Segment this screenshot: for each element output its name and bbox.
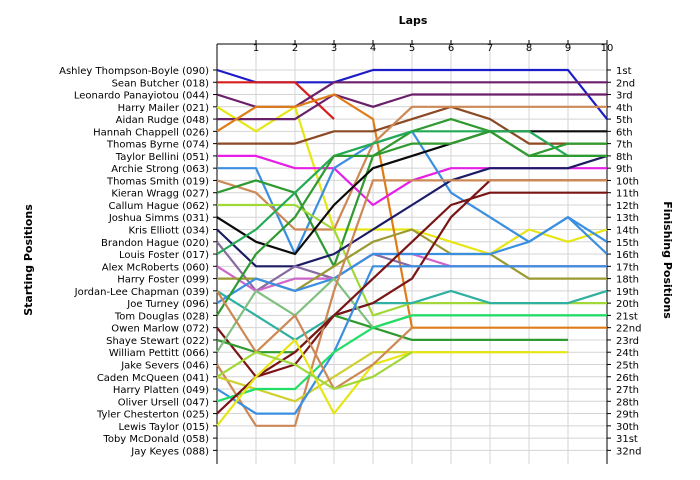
label-layer: 1 2 3 4 5 6 7 8 9 10 Ashley Thompson-Boyle (090)Se… [59,40,641,457]
finishing-position-label: 7th [616,140,633,151]
starting-position-label: Kieran Wragg (027) [111,189,209,200]
starting-position-label: Jay Keyes (088) [130,446,209,457]
starting-position-label: Harry Platten (049) [113,385,209,396]
driver-position-line [216,179,607,427]
starting-position-label: Shaye Stewart (022) [106,336,209,347]
starting-position-label: Thomas Smith (019) [106,176,209,187]
lap-tick-label: 9 [565,43,571,54]
finishing-position-label: 6th [616,127,633,138]
starting-position-label: Toby McDonald (058) [102,434,209,445]
driver-position-line [216,290,413,391]
lap-tick-label: 10 [601,43,614,54]
finishing-position-label: 11th [616,189,639,200]
starting-position-label: Joe Turney (096) [126,299,209,310]
finishing-position-label: 15th [616,238,639,249]
driver-position-line [216,314,607,403]
starting-position-label: William Pettitt (066) [109,348,209,359]
lap-tick-label: 6 [448,43,454,54]
driver-position-line [217,93,607,121]
starting-position-label: Joshua Simms (031) [108,213,209,224]
starting-position-label: Jake Severs (046) [120,360,209,371]
finishing-position-label: 12th [616,201,639,212]
finishing-position-label: 1st [616,66,632,77]
finishing-position-label: 9th [616,164,633,175]
left-axis-title: Starting Positions [22,204,35,316]
finishing-position-label: 10th [616,176,639,187]
right-axis-title: Finishing Positions [661,201,674,319]
driver-position-line [216,130,607,316]
lap-tick-label: 1 [253,43,259,54]
finishing-position-label: 13th [616,213,639,224]
starting-position-label: Callum Hague (062) [109,201,210,212]
starting-position-label: Kris Elliott (034) [128,226,209,237]
lap-tick-label: 2 [292,43,298,54]
finishing-position-label: 14th [616,226,639,237]
starting-position-label: Louis Foster (017) [119,250,209,261]
finishing-position-label: 17th [616,262,639,273]
driver-position-line [216,265,607,415]
starting-position-label: Caden McQueen (041) [97,373,209,384]
x-axis-title: Laps [399,14,428,27]
driver-position-line [216,314,568,354]
finishing-position-label: 4th [616,103,633,114]
axis-layer: Laps Starting Positions Finishing Positi… [22,14,674,319]
finishing-position-label: 5th [616,115,633,126]
finishing-position-label: 23rd [616,336,639,347]
finishing-position-label: 16th [616,250,639,261]
finishing-position-label: 31st [616,434,638,445]
finishing-position-label: 24th [616,348,639,359]
lap-tick-label: 3 [331,43,337,54]
starting-position-label: Owen Marlow (072) [111,324,209,335]
finishing-position-label: 3rd [616,91,633,102]
driver-position-line [216,130,607,255]
lap-tick-label: 7 [487,43,493,54]
starting-position-label: Hannah Chappell (026) [93,127,209,138]
finishing-position-label: 22nd [616,324,641,335]
finishing-position-label: 32nd [616,446,641,457]
series-layer [216,68,608,427]
finishing-position-label: 25th [616,360,639,371]
starting-position-label: Jordan-Lee Chapman (039) [74,287,209,298]
finishing-position-label: 21st [616,311,638,322]
starting-position-label: Alex McRoberts (060) [102,262,209,273]
driver-position-line [216,105,607,231]
finishing-position-label: 30th [616,422,639,433]
finishing-position-label: 18th [616,275,639,286]
finishing-position-label: 19th [616,287,639,298]
driver-position-line [216,351,413,391]
driver-position-line [216,216,608,305]
starting-position-label: Oliver Ursell (047) [118,397,209,408]
lap-tick-label: 4 [370,43,376,54]
lap-tick-label: 5 [409,43,415,54]
finishing-position-label: 26th [616,373,639,384]
finishing-position-label: 27th [616,385,639,396]
starting-position-label: Sean Butcher (018) [112,78,210,89]
starting-position-label: Tom Douglas (028) [114,311,209,322]
starting-position-label: Lewis Taylor (015) [119,422,210,433]
starting-position-label: Brandon Hague (020) [101,238,209,249]
starting-position-label: Taylor Bellini (051) [115,152,209,163]
driver-position-line [216,289,608,341]
driver-position-line [216,130,607,256]
finishing-position-label: 28th [616,397,639,408]
starting-position-label: Ashley Thompson-Boyle (090) [59,66,209,77]
driver-position-line [216,154,608,268]
finishing-position-label: 8th [616,152,633,163]
driver-position-line [217,105,607,145]
finishing-position-label: 2nd [616,78,635,89]
starting-position-label: Thomas Byrne (074) [106,140,209,151]
finishing-position-label: 20th [616,299,639,310]
finishing-position-label: 29th [616,410,639,421]
lap-tick-label: 8 [526,43,532,54]
starting-position-label: Archie Strong (063) [111,164,209,175]
starting-position-label: Harry Foster (099) [117,275,209,286]
starting-position-label: Harry Mailer (021) [118,103,210,114]
starting-position-label: Leonardo Panayiotou (044) [74,91,209,102]
starting-position-label: Aidan Rudge (048) [116,115,209,126]
starting-position-label: Tyler Chesterton (025) [96,410,209,421]
